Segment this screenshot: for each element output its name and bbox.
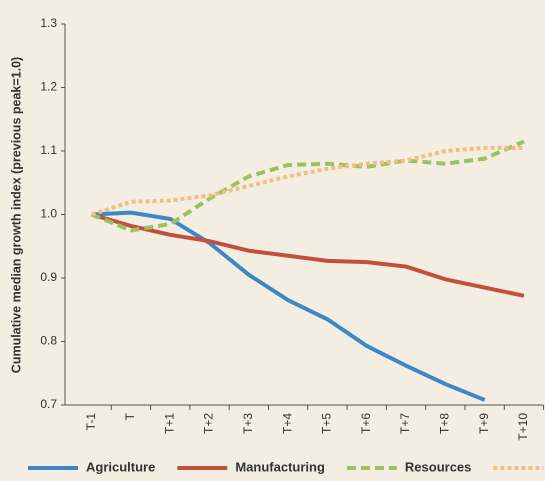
y-axis-label: Cumulative median growth index (previous… [9,57,23,373]
series-line [91,212,525,298]
series-line [91,210,486,402]
y-tick-label: 0.7 [40,397,57,411]
y-tick-label: 0.9 [40,270,57,284]
x-tick-label: T+2 [202,413,216,434]
y-tick-label: 1.2 [40,80,57,94]
x-tick-label: T+3 [241,413,255,434]
x-tick-label: T+8 [438,413,452,434]
series-line [91,145,524,217]
series-line [90,139,525,233]
y-tick-label: 0.8 [40,334,57,348]
y-tick-label: 1.3 [40,16,57,30]
x-tick-label: T+1 [162,413,176,434]
x-tick-label: T+7 [398,413,412,434]
x-tick-label: T+6 [359,413,373,434]
x-tick-label: T+5 [320,413,334,434]
legend-label: Agriculture [86,459,155,474]
x-tick-label: T [123,412,137,420]
y-tick-label: 1.0 [40,207,57,221]
x-tick-label: T+9 [477,413,491,434]
x-tick-label: T+4 [280,413,294,434]
y-tick-label: 1.1 [40,143,57,157]
legend-label: Resources [405,459,471,474]
x-tick-label: T+10 [516,413,530,441]
x-tick-label: T-1 [84,413,98,431]
legend-label: Manufacturing [235,459,325,474]
